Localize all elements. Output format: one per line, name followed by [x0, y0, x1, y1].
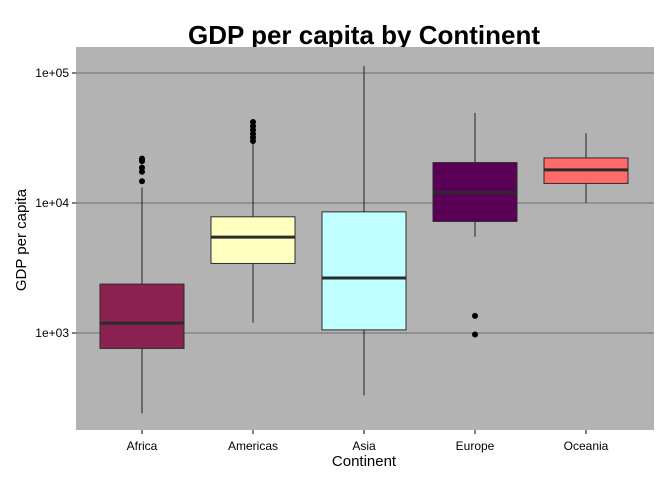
outlier-point [139, 164, 145, 171]
y-tick-label-2: 1e+05 [35, 66, 69, 80]
x-axis-label: Continent [332, 453, 397, 470]
x-tick-label-europe: Europe [456, 439, 495, 453]
outlier-point [250, 123, 256, 130]
iqr-box [99, 283, 185, 349]
iqr-box [210, 216, 296, 264]
outlier-point [139, 178, 145, 185]
box-africa [99, 155, 185, 414]
x-axis-ticks: Africa Americas Asia Europe Oceania [127, 430, 609, 453]
y-tick-label-1: 1e+04 [35, 196, 69, 210]
x-tick-label-africa: Africa [127, 439, 158, 453]
box-asia [321, 65, 407, 396]
y-axis-ticks: 1e+03 1e+04 1e+05 [35, 66, 76, 340]
outlier-point [472, 312, 478, 319]
box-americas [210, 118, 296, 323]
x-tick-label-asia: Asia [352, 439, 376, 453]
iqr-box [321, 211, 407, 331]
y-tick-label-0: 1e+03 [35, 326, 69, 340]
x-tick-label-americas: Americas [228, 439, 278, 453]
chart-title: GDP per capita by Continent [188, 20, 540, 50]
y-axis-label: GDP per capita [13, 188, 30, 291]
outlier-point [139, 155, 145, 162]
box-europe [432, 112, 518, 338]
outlier-point [472, 331, 478, 338]
boxes [99, 65, 629, 414]
outlier-point [250, 118, 256, 125]
box-oceania [543, 133, 629, 203]
x-tick-label-oceania: Oceania [564, 439, 609, 453]
